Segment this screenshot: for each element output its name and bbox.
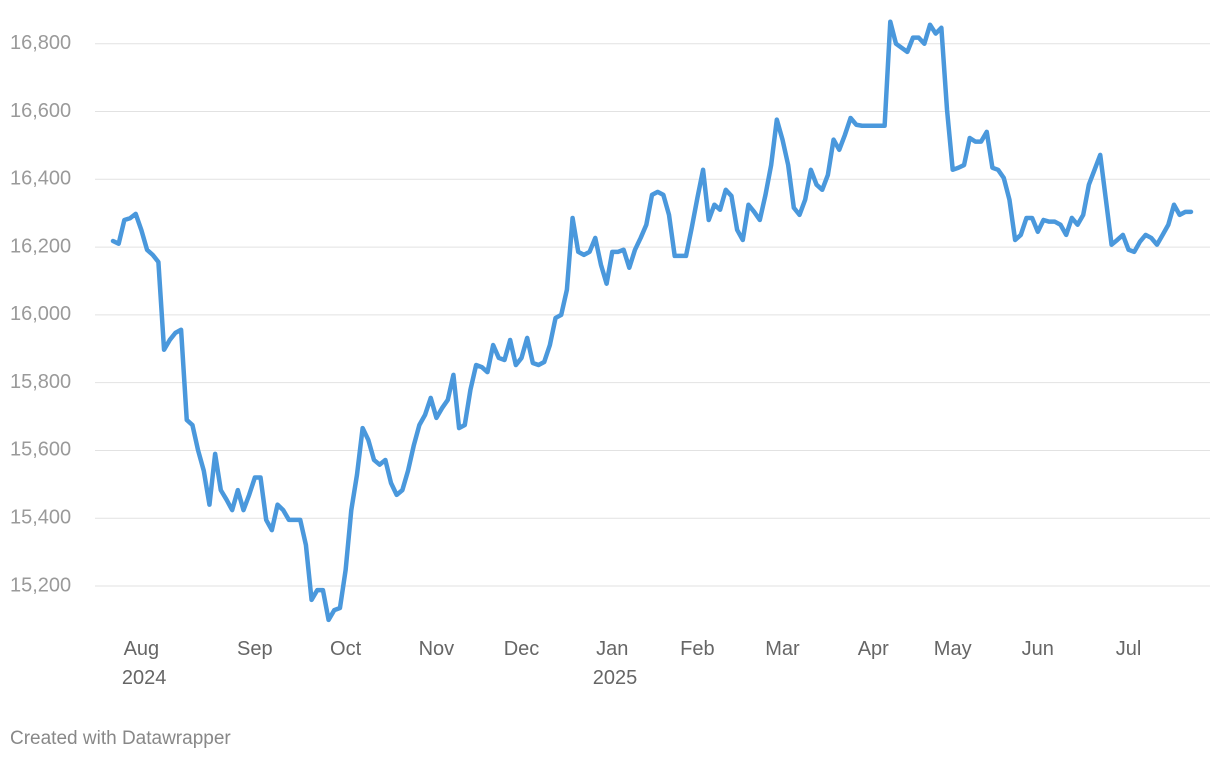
x-tick-label: Feb (680, 638, 714, 660)
y-tick-label: 16,800 (10, 32, 71, 54)
x-tick-label: Jan 2025 (587, 638, 637, 689)
data-line (110, 19, 1194, 623)
x-tick-label-part: Aug (124, 638, 160, 660)
x-tick-label: Jun (1022, 638, 1054, 660)
x-tick-label: Jul (1116, 638, 1142, 660)
x-tick-label-part: 2025 (587, 667, 637, 689)
x-tick-label: Aug 2024 (116, 638, 166, 689)
grid: 15,200 15,400 15,600 15,800 16,000 16,200 16,4… (10, 32, 1210, 689)
x-tick-label: Oct (330, 638, 362, 660)
y-tick-label: 15,600 (10, 439, 71, 461)
y-tick-label: 16,200 (10, 235, 71, 257)
x-tick-label: Apr (858, 638, 889, 660)
x-tick-label: May (934, 638, 972, 660)
y-tick-label: 15,800 (10, 371, 71, 393)
x-tick-label-part: Jan (596, 638, 628, 660)
x-tick-label: Sep (237, 638, 273, 660)
y-tick-label: 16,600 (10, 100, 71, 122)
y-tick-label: 15,400 (10, 507, 71, 529)
x-tick-label-part: 2024 (116, 667, 166, 689)
plot (110, 19, 1194, 623)
x-tick-label: Mar (765, 638, 800, 660)
y-tick-label: 16,400 (10, 168, 71, 190)
credit: Created with Datawrapper (10, 728, 231, 749)
x-tick-label: Nov (419, 638, 455, 660)
x-tick-label: Dec (504, 638, 540, 660)
y-tick-label: 16,000 (10, 303, 71, 325)
y-tick-label: 15,200 (10, 574, 71, 596)
